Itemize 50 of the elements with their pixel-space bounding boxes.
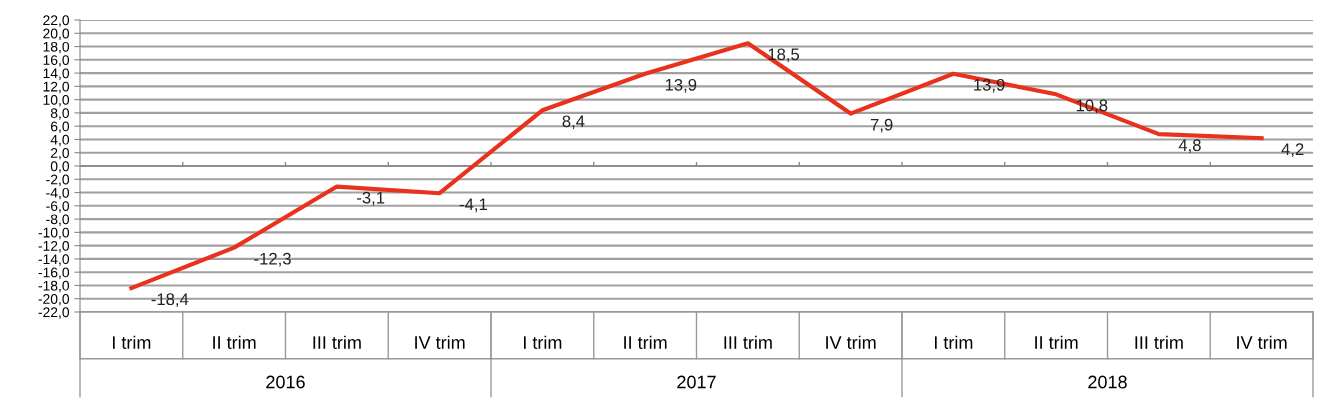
data-label: 4,8 (1178, 139, 1201, 154)
y-tick-label: 4,0 (50, 134, 70, 147)
y-tick-label: -18,0 (38, 280, 70, 293)
y-tick-label: 0,0 (50, 161, 70, 173)
x-tick-label: IV trim (826, 335, 876, 349)
data-label: -3,1 (357, 191, 385, 206)
y-tick-label: -14,0 (38, 254, 70, 266)
data-label: -18,4 (151, 293, 189, 308)
x-tick-label: I trim (934, 335, 973, 349)
data-label: 7,9 (870, 118, 893, 133)
y-tick-label: 8,0 (50, 108, 70, 120)
y-tick-label: -16,0 (38, 267, 70, 279)
y-tick-label: 2,0 (50, 148, 70, 160)
x-tick-label: II trim (1035, 335, 1078, 349)
data-label: 18,5 (768, 48, 800, 63)
line-series (129, 41, 1264, 291)
y-tick-label: -4,0 (46, 187, 70, 200)
y-tick-label: 6,0 (50, 121, 70, 133)
y-tick-label: 20,0 (43, 28, 70, 41)
y-tick-label: -2,0 (46, 174, 70, 187)
y-tick-label: 18,0 (43, 41, 70, 54)
data-label: 13,9 (974, 78, 1005, 93)
x-tick-label: I trim (523, 335, 562, 349)
x-tick-label: IV trim (1237, 335, 1287, 349)
y-tick-label: -22,0 (38, 307, 70, 319)
x-tick-label: II trim (213, 335, 256, 349)
y-tick-label: -20,0 (38, 294, 70, 306)
text: 2018 (1088, 375, 1127, 389)
y-tick-label: -8,0 (46, 214, 70, 226)
y-tick-label: 16,0 (43, 55, 70, 67)
y-tick-label: 12,0 (43, 81, 70, 94)
data-label: 13,9 (665, 78, 697, 93)
y-tick-label: -6,0 (46, 201, 70, 213)
x-tick-label: III trim (313, 335, 361, 349)
text: 2016 (266, 375, 305, 389)
x-tick-label: III trim (724, 335, 772, 349)
y-tick-label: -10,0 (38, 227, 70, 240)
data-label: 4,2 (1281, 143, 1304, 158)
y-tick-label: 22,0 (43, 15, 70, 27)
y-tick-label: 10,0 (43, 94, 70, 107)
x-tick-label: I trim (112, 335, 151, 349)
y-tick-label: -12,0 (38, 240, 70, 253)
y-tick-label: 14,0 (43, 68, 70, 80)
data-label: -4,1 (459, 198, 487, 213)
x-tick-label: IV trim (415, 335, 465, 349)
x-tick-label: II trim (624, 335, 667, 349)
data-label: 8,4 (562, 115, 585, 130)
data-label: -12,3 (254, 252, 291, 267)
text: 2017 (677, 375, 716, 389)
x-tick-label: III trim (1135, 335, 1183, 349)
